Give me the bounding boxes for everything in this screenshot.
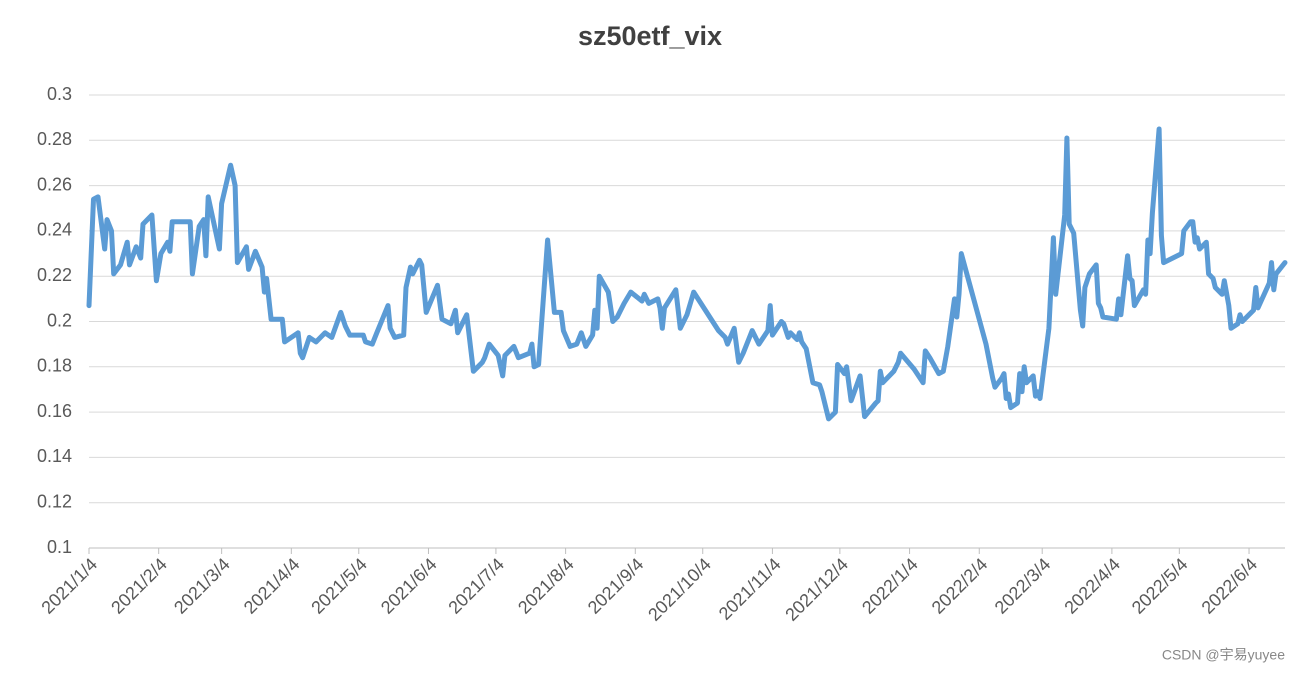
y-tick-label: 0.24 [37, 220, 72, 240]
watermark: CSDN @宇易yuyee [1162, 647, 1285, 663]
y-tick-label: 0.12 [37, 491, 72, 511]
y-tick-label: 0.1 [47, 537, 72, 557]
chart-title: sz50etf_vix [578, 21, 722, 51]
y-tick-label: 0.18 [37, 356, 72, 376]
y-tick-label: 0.22 [37, 265, 72, 285]
y-tick-label: 0.2 [47, 310, 72, 330]
y-tick-label: 0.16 [37, 401, 72, 421]
y-tick-label: 0.26 [37, 174, 72, 194]
line [86, 126, 1288, 422]
y-tick-label: 0.28 [37, 129, 72, 149]
y-tick-label: 0.3 [47, 84, 72, 104]
y-tick-label: 0.14 [37, 446, 72, 466]
